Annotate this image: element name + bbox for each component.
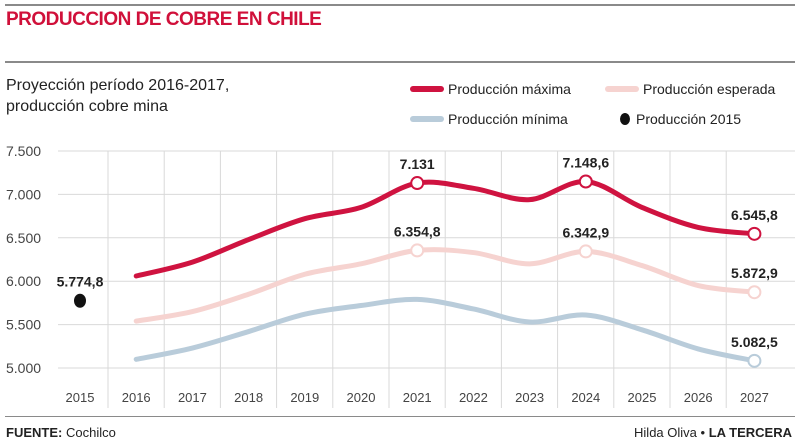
legend-esperada: Producción esperada: [605, 81, 775, 97]
top-rule: [5, 4, 795, 6]
source-value: Cochilco: [65, 425, 116, 440]
data-label-esperada: 6.342,9: [562, 224, 609, 240]
x-tick-label: 2018: [234, 390, 263, 405]
line-chart: 7.500 7.000 6.500 6.000 5.500 5.000 2015 2016 20…: [6, 143, 795, 408]
source-note: FUENTE: Cochilco: [6, 425, 116, 440]
x-tick-label: 2016: [122, 390, 151, 405]
line-esperada: [133, 247, 757, 324]
data-label-maxima: 6.545,8: [731, 207, 778, 223]
credit: Hilda Oliva • LA TERCERA: [634, 425, 792, 440]
data-label-minima: 5.082,5: [731, 334, 778, 350]
legend-dot-2015: [620, 113, 630, 125]
y-tick-label: 5.000: [6, 360, 41, 376]
legend-maxima: Producción máxima: [410, 81, 571, 97]
legend-label: Producción esperada: [643, 81, 776, 97]
x-tick-label: 2022: [459, 390, 488, 405]
x-tick-label: 2026: [684, 390, 713, 405]
chart-subtitle: Proyección período 2016-2017, producción…: [6, 75, 306, 117]
data-label-maxima: 7.148,6: [562, 155, 609, 171]
x-tick-label: 2024: [571, 390, 600, 405]
legend-label: Producción máxima: [448, 81, 571, 97]
credit-separator: •: [700, 425, 706, 440]
point-produccion-2015: [74, 293, 86, 308]
x-tick-label: 2025: [628, 390, 657, 405]
y-tick-label: 6.000: [6, 273, 41, 289]
legend-label: Producción mínima: [448, 111, 568, 127]
legend-swatch-maxima: [410, 86, 444, 92]
data-label-esperada: 5.872,9: [731, 265, 778, 281]
data-label-maxima: 7.131: [400, 156, 435, 172]
legend-swatch-esperada: [605, 86, 639, 92]
marker-esperada: [578, 244, 593, 259]
legend-label: Producción 2015: [636, 111, 742, 127]
title-rule: [5, 61, 795, 63]
y-tick-label: 7.000: [6, 186, 41, 202]
marker-esperada: [410, 243, 425, 258]
legend-swatch-minima: [410, 116, 444, 122]
data-label-p2015: 5.774,8: [57, 274, 104, 290]
y-tick-label: 6.500: [6, 230, 41, 246]
legend-minima: Producción mínima: [410, 111, 568, 127]
x-tick-label: 2019: [290, 390, 319, 405]
marker-maxima: [578, 174, 593, 189]
x-tick-label: 2023: [515, 390, 544, 405]
x-tick-label: 2017: [178, 390, 207, 405]
line-minima: [133, 296, 757, 364]
marker-maxima: [410, 176, 425, 191]
marker-maxima: [747, 226, 762, 241]
subtitle-line-1: Proyección período 2016-2017,: [6, 77, 230, 94]
line-maxima: [133, 179, 757, 279]
credit-publication: LA TERCERA: [708, 425, 792, 440]
subtitle-line-2: producción cobre mina: [6, 98, 168, 115]
source-label: FUENTE:: [6, 425, 63, 440]
chart-title: PRODUCCION DE COBRE EN CHILE: [6, 9, 322, 30]
x-tick-label: 2015: [66, 390, 95, 405]
y-tick-label: 5.500: [6, 317, 41, 333]
x-tick-label: 2020: [347, 390, 376, 405]
marker-minima: [747, 353, 762, 368]
legend-2015: Producción 2015: [620, 111, 741, 127]
footer-rule: [5, 416, 795, 417]
x-tick-label: 2027: [740, 390, 769, 405]
x-tick-label: 2021: [403, 390, 432, 405]
y-tick-label: 7.500: [6, 143, 41, 159]
credit-author: Hilda Oliva: [634, 425, 697, 440]
data-label-esperada: 6.354,8: [394, 223, 441, 239]
marker-esperada: [747, 285, 762, 300]
